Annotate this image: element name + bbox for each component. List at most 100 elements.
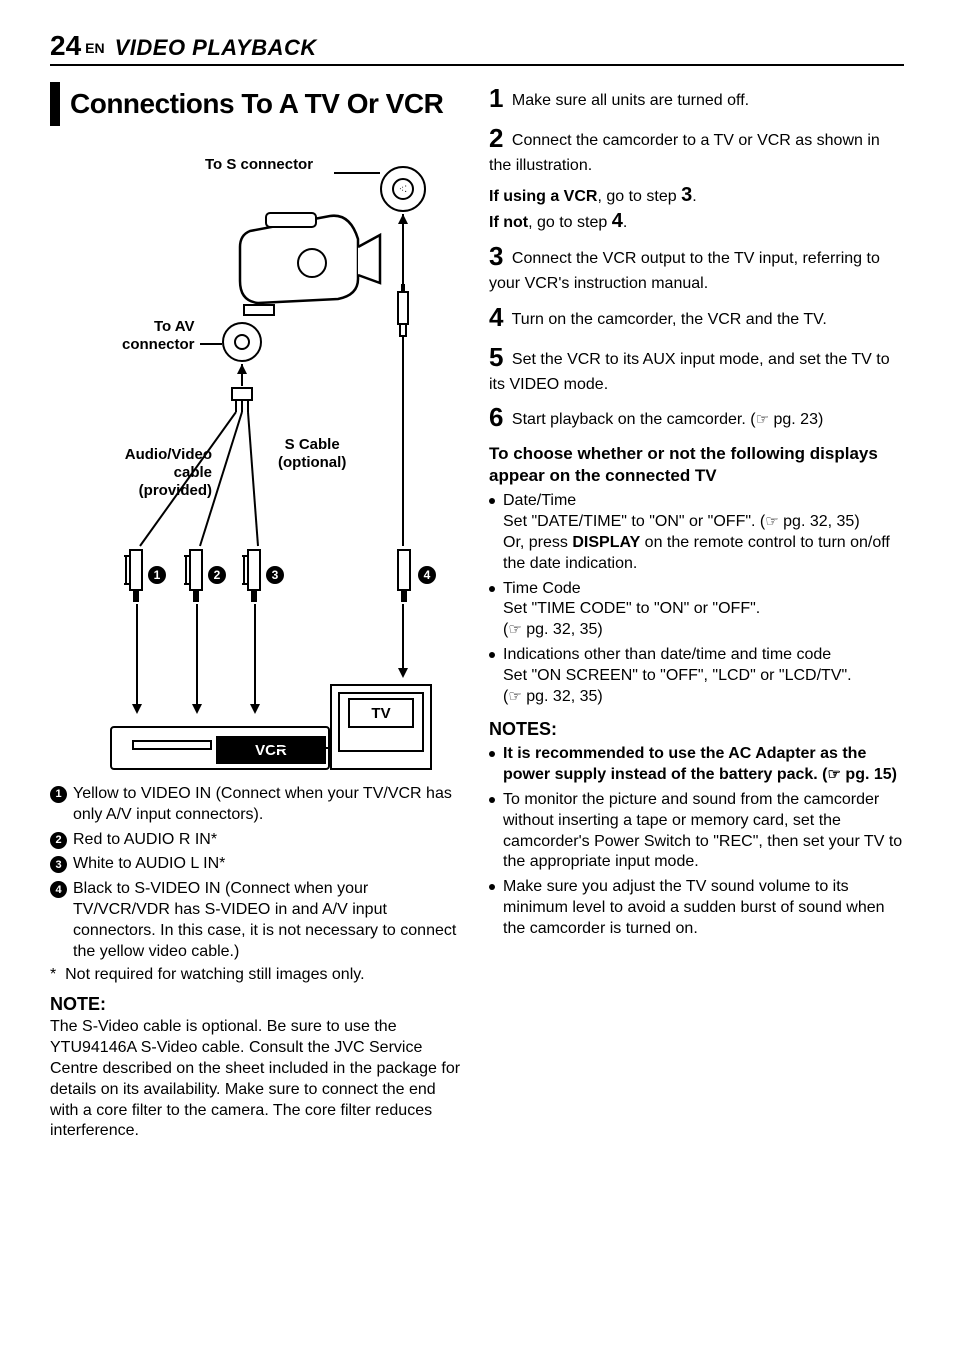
arrow-icon (192, 704, 202, 714)
ref-icon: ☞ (508, 621, 521, 641)
note-item-3: Make sure you adjust the TV sound volume… (489, 877, 904, 939)
ref-icon: ☞ (756, 411, 769, 431)
d3-l1: Set "ON SCREEN" to "OFF", "LCD" or "LCD/… (503, 667, 852, 684)
vcr-branch-a: If using a VCR, go to step 3. (489, 182, 904, 208)
arrow-icon (398, 668, 408, 678)
tv-label: TV (348, 698, 414, 728)
label-to-s-connector: To S connector (205, 156, 313, 174)
plug-bullet-4: 4 (418, 566, 436, 584)
footnote: * Not required for watching still images… (50, 966, 465, 984)
dot-icon (489, 652, 495, 658)
plug-bullet-2: 2 (208, 566, 226, 584)
plug-icon (392, 284, 414, 338)
branch-b-mid: , go to step (528, 214, 612, 231)
legend-item-2: 2 Red to AUDIO R IN* (50, 830, 465, 851)
step-4: 4 Turn on the camcorder, the VCR and the… (489, 301, 904, 335)
legend-text-4: Black to S-VIDEO IN (Connect when your T… (73, 879, 465, 962)
legend-item-1: 1 Yellow to VIDEO IN (Connect when your … (50, 784, 465, 826)
display-2-title: Time Code (503, 580, 581, 597)
step-2: 2 Connect the camcorder to a TV or VCR a… (489, 122, 904, 177)
display-item-2: Time Code Set "TIME CODE" to "ON" or "OF… (489, 579, 904, 641)
display-item-1: Date/Time Set "DATE/TIME" to "ON" or "OF… (489, 491, 904, 574)
dot-icon (489, 498, 495, 504)
line (200, 343, 222, 345)
bullet-2-icon: 2 (50, 832, 67, 849)
display-item-3-body: Indications other than date/time and tim… (503, 645, 852, 707)
arrow-icon (237, 364, 247, 374)
step-1: 1 Make sure all units are turned off. (489, 82, 904, 116)
branch-a-bold: If using a VCR (489, 188, 597, 205)
display-item-3: Indications other than date/time and tim… (489, 645, 904, 707)
page-section-title: VIDEO PLAYBACK (115, 35, 317, 61)
d1-l1b: pg. 32, 35) (779, 513, 860, 530)
vcr-branch-b: If not, go to step 4. (489, 208, 904, 234)
step-5: 5 Set the VCR to its AUX input mode, and… (489, 341, 904, 396)
note-3-body: Make sure you adjust the TV sound volume… (503, 877, 904, 939)
line (402, 336, 404, 546)
notes-heading-right: NOTES: (489, 719, 904, 740)
legend-text-1: Yellow to VIDEO IN (Connect when your TV… (73, 784, 465, 826)
step-3: 3 Connect the VCR output to the TV input… (489, 240, 904, 295)
line (196, 604, 198, 704)
legend-item-4: 4 Black to S-VIDEO IN (Connect when your… (50, 879, 465, 962)
page-number: 24 (50, 30, 81, 62)
label-s-cable: S Cable(optional) (278, 436, 346, 472)
line (254, 604, 256, 704)
branch-b-num: 4 (612, 210, 623, 232)
legend-text-2: Red to AUDIO R IN* (73, 830, 217, 851)
camcorder-icon (230, 191, 390, 321)
step-5-text: Set the VCR to its AUX input mode, and s… (489, 351, 890, 393)
notes-list: It is recommended to use the AC Adapter … (489, 744, 904, 939)
displays-list: Date/Time Set "DATE/TIME" to "ON" or "OF… (489, 491, 904, 707)
note-1-body: It is recommended to use the AC Adapter … (503, 744, 904, 786)
section-title-bar: Connections To A TV Or VCR (50, 82, 465, 126)
d2-l1: Set "TIME CODE" to "ON" or "OFF". (503, 600, 760, 617)
display-item-1-body: Date/Time Set "DATE/TIME" to "ON" or "OF… (503, 491, 904, 574)
arrow-icon (398, 214, 408, 224)
ref-icon: ☞ (508, 688, 521, 708)
step-4-text: Turn on the camcorder, the VCR and the T… (512, 311, 827, 328)
av-connector-icon (222, 322, 262, 362)
plug-bullet-3: 3 (266, 566, 284, 584)
legend-item-3: 3 White to AUDIO L IN* (50, 854, 465, 875)
step-1-text: Make sure all units are turned off. (512, 92, 749, 109)
line (402, 214, 404, 284)
bullet-4-icon: 4 (50, 881, 67, 898)
note-body-left: The S-Video cable is optional. Be sure t… (50, 1017, 465, 1142)
dot-icon (489, 797, 495, 803)
branch-b-bold: If not (489, 214, 528, 231)
s-connector-icon: ⁖⁚ (380, 166, 426, 212)
step-3-text: Connect the VCR output to the TV input, … (489, 250, 880, 292)
footnote-text: Not required for watching still images o… (65, 966, 364, 983)
vcr-label: VCR (216, 736, 326, 764)
left-column: Connections To A TV Or VCR To S connecto… (50, 82, 465, 1142)
d3-l2b: pg. 32, 35) (522, 688, 603, 705)
connector-legend: 1 Yellow to VIDEO IN (Connect when your … (50, 784, 465, 984)
branch-a-mid: , go to step (597, 188, 681, 205)
dot-icon (489, 884, 495, 890)
s-pins-icon: ⁖⁚ (392, 178, 414, 200)
right-column: 1 Make sure all units are turned off. 2 … (489, 82, 904, 1142)
arrow-icon (250, 704, 260, 714)
bullet-3-icon: 3 (50, 856, 67, 873)
step-6: 6 Start playback on the camcorder. (☞ pg… (489, 401, 904, 435)
legend-text-3: White to AUDIO L IN* (73, 854, 225, 875)
arrow-icon (132, 704, 142, 714)
n1a: It is recommended to use the AC Adapter … (503, 745, 866, 783)
connection-diagram: To S connector To AVconnector Audio/Vide… (50, 136, 465, 776)
d1-l2b: DISPLAY (572, 534, 640, 551)
note-2-body: To monitor the picture and sound from th… (503, 790, 904, 873)
step-6-text-b: pg. 23) (769, 411, 823, 428)
note-heading-left: NOTE: (50, 994, 465, 1015)
d2-l2b: pg. 32, 35) (522, 621, 603, 638)
d1-l2a: Or, press (503, 534, 572, 551)
dot-icon (489, 586, 495, 592)
av-ring-icon (234, 334, 250, 350)
n1b: pg. 15) (841, 766, 897, 783)
vcr-slot-icon (132, 740, 212, 750)
display-3-title: Indications other than date/time and tim… (503, 646, 831, 663)
line (402, 604, 404, 668)
plug-bullet-1: 1 (148, 566, 166, 584)
page-lang: EN (85, 40, 104, 56)
note-item-2: To monitor the picture and sound from th… (489, 790, 904, 873)
